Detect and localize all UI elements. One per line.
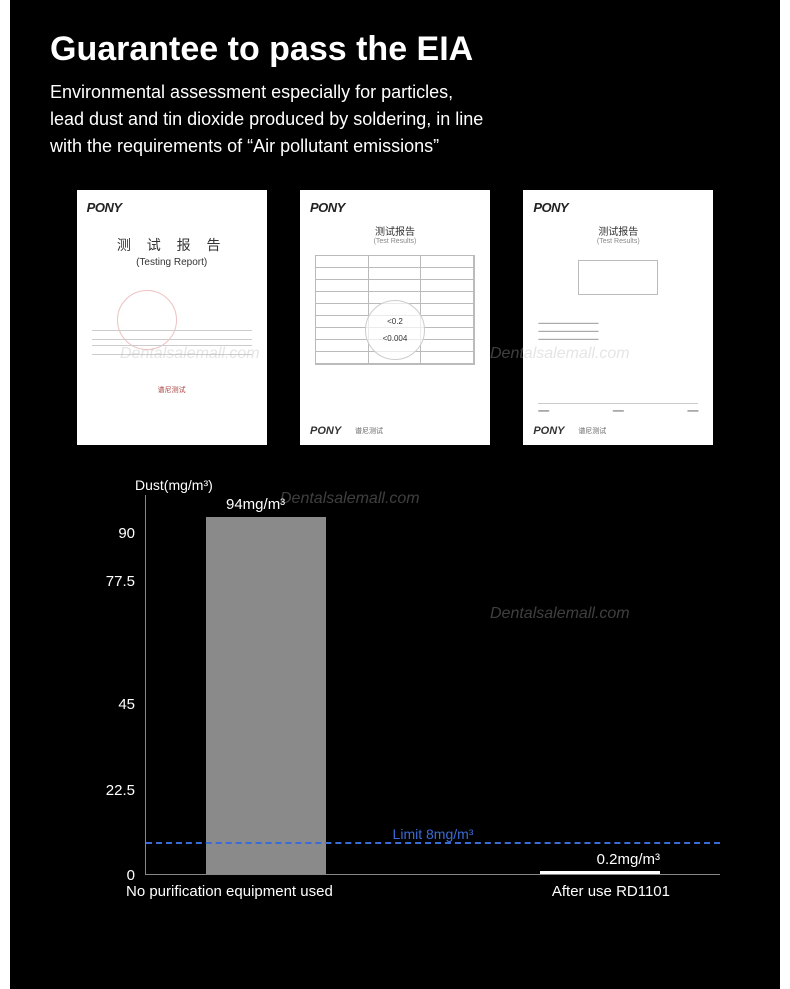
cert1-title-zh: 测 试 报 告 (87, 235, 257, 255)
cert3-footer: 谱尼测试 (578, 426, 606, 436)
chart-frame: 94mg/m³ 0.2mg/m³ Limit 8mg/m³ No purific… (145, 495, 720, 875)
cert1-row (92, 345, 252, 355)
cert-brand-logo: PONY (310, 425, 341, 437)
page-title: Guarantee to pass the EIA (10, 0, 780, 79)
y-tick: 90 (95, 525, 135, 542)
cert1-title-en: (Testing Report) (87, 257, 257, 268)
certificate-1: PONY 测 试 报 告 (Testing Report) 谱尼测试 (77, 190, 267, 445)
y-tick: 45 (95, 696, 135, 713)
x-label-2: After use RD1101 (552, 883, 670, 900)
bar-no-purification (206, 517, 326, 874)
cert2-highlight-circle: <0.2 <0.004 (365, 300, 425, 360)
limit-line (146, 842, 720, 844)
cert3-body-text: ━━━━━━━━━━━━━━━━━━━━━━━━━━━━━━━━━━━━━━━━… (538, 320, 698, 344)
bar-after-rd1101 (540, 871, 660, 874)
cert3-signature-row: ━━━━━━━━━ (538, 403, 698, 415)
cert-brand-logo: PONY (310, 200, 480, 215)
bar2-value-label: 0.2mg/m³ (597, 851, 660, 868)
y-axis-title: Dust(mg/m³) (135, 477, 213, 493)
bar1-value-label: 94mg/m³ (226, 496, 285, 513)
cert1-footer: 谱尼测试 (77, 385, 267, 395)
certificates-row: PONY 测 试 报 告 (Testing Report) 谱尼测试 PONY … (10, 190, 780, 485)
certificate-2: PONY 测试报告 (Test Results) <0.2 <0.004 PON… (300, 190, 490, 445)
cert2-title-en: (Test Results) (310, 238, 480, 245)
limit-label: Limit 8mg/m³ (393, 826, 474, 842)
cert3-title-en: (Test Results) (533, 238, 703, 245)
cert-stamp-icon (117, 290, 177, 350)
certificate-3: PONY 测试报告 (Test Results) ━━━━━━━━━━━━━━━… (523, 190, 713, 445)
cert3-title-zh: 测试报告 (533, 223, 703, 238)
cert2-val1: <0.2 (387, 317, 403, 326)
cert-brand-logo: PONY (533, 200, 703, 215)
cert2-val2: <0.004 (383, 334, 408, 343)
infographic-page: Guarantee to pass the EIA Environmental … (10, 0, 780, 989)
cert-brand-logo: PONY (87, 200, 257, 215)
cert3-box (578, 260, 658, 295)
y-tick: 0 (95, 867, 135, 884)
cert2-footer: 谱尼测试 (355, 426, 383, 436)
dust-bar-chart: Dust(mg/m³) 94mg/m³ 0.2mg/m³ Limit 8mg/m… (100, 495, 720, 915)
y-tick: 22.5 (95, 782, 135, 799)
y-tick: 77.5 (95, 573, 135, 590)
cert-brand-logo: PONY (533, 425, 564, 437)
x-label-1: No purification equipment used (126, 883, 333, 900)
page-subtitle: Environmental assessment especially for … (10, 79, 780, 190)
cert2-title-zh: 测试报告 (310, 223, 480, 238)
cert1-row (92, 330, 252, 340)
